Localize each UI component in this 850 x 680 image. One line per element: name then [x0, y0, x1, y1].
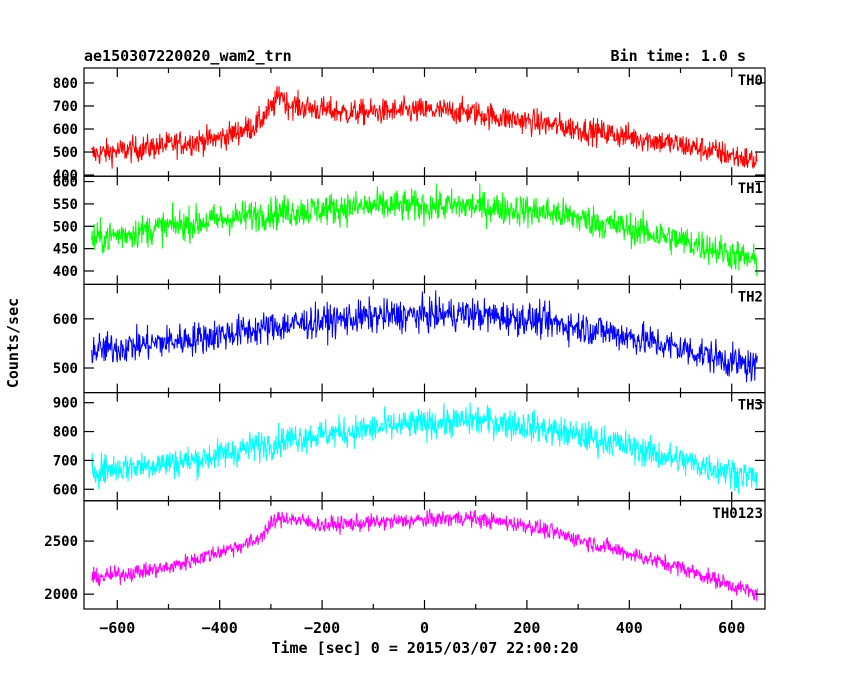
- y-tick-label: 2000: [44, 587, 78, 603]
- x-axis-label: Time [sec] 0 = 2015/03/07 22:00:20: [271, 639, 578, 657]
- panels-group: 400 500 600 700 800 TH0 400 450 500 550 600 TH1 500 6…: [44, 67, 766, 637]
- panel-label-th0: TH0: [738, 73, 763, 89]
- y-tick-label: 2500: [44, 534, 78, 550]
- y-tick-label: 500: [53, 361, 78, 377]
- bin-time-label: Bin time: 1.0 s: [611, 47, 746, 65]
- y-tick-label: 500: [53, 219, 78, 235]
- x-tick-label: 400: [616, 619, 643, 637]
- series-line-th0: [91, 86, 758, 169]
- x-tick-label: −400: [202, 619, 238, 637]
- y-tick-label: 400: [53, 168, 78, 184]
- x-tick-label: −600: [99, 619, 135, 637]
- x-tick-label: 0: [420, 619, 429, 637]
- y-tick-label: 700: [53, 99, 78, 115]
- chart-title: ae150307220020_wam2_trn: [84, 47, 292, 65]
- panel-frame-th0: [83, 67, 766, 177]
- y-tick-label: 800: [53, 425, 78, 441]
- y-tick-label: 450: [53, 242, 78, 258]
- y-tick-label: 400: [53, 264, 78, 280]
- y-tick-label: 700: [53, 453, 78, 469]
- y-tick-label: 900: [53, 396, 78, 412]
- panel-label-th0123: TH0123: [712, 506, 763, 522]
- panel-frame-th0123: [83, 500, 766, 610]
- y-tick-label: 600: [53, 122, 78, 138]
- y-tick-label: 800: [53, 76, 78, 92]
- y-tick-label: 600: [53, 482, 78, 498]
- x-tick-label: 200: [513, 619, 540, 637]
- panel-frame-th3: [83, 392, 766, 502]
- y-tick-label: 600: [53, 175, 78, 191]
- y-tick-label: 550: [53, 197, 78, 213]
- series-line-th3: [91, 402, 758, 494]
- panel-label-th3: TH3: [738, 398, 763, 414]
- panel-label-th1: TH1: [738, 181, 763, 197]
- y-tick-label: 500: [53, 145, 78, 161]
- x-tick-label: −200: [304, 619, 340, 637]
- series-line-th1: [91, 183, 758, 277]
- series-line-th0123: [91, 508, 758, 602]
- y-axis-label: Counts/sec: [4, 298, 22, 388]
- series-line-th2: [91, 290, 758, 383]
- panel-label-th2: TH2: [738, 289, 763, 305]
- y-tick-label: 600: [53, 312, 78, 328]
- x-tick-label: 600: [718, 619, 745, 637]
